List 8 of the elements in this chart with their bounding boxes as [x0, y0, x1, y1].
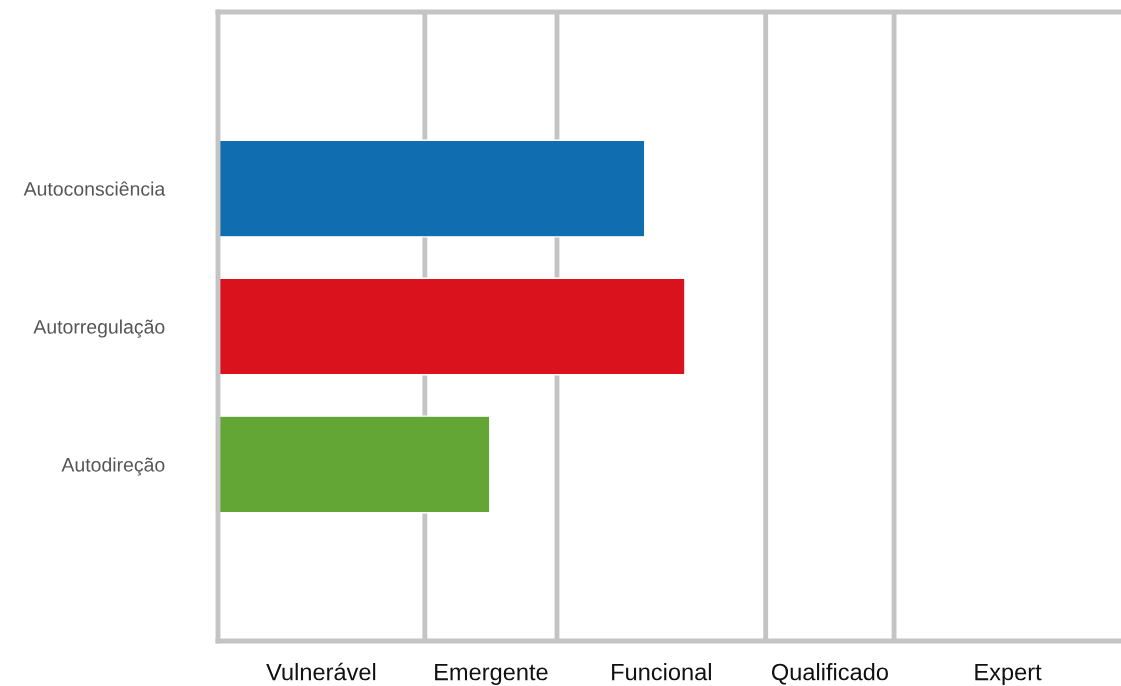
text: Emergente [435, 663, 548, 686]
y-tick-label: Autoconsciência [23, 181, 166, 196]
y-tick-label: Autodireção [61, 457, 165, 476]
text: Funcional [612, 663, 711, 681]
text: Qualificado [771, 663, 888, 685]
text: Vulnerável [266, 662, 376, 681]
y-tick-label: Autorregulação [33, 319, 165, 338]
text: Expert [975, 663, 1042, 686]
